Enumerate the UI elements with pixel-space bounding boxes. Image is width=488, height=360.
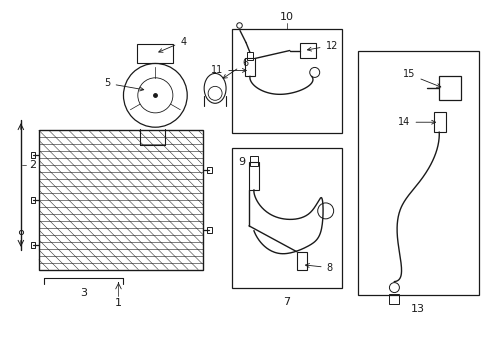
- Bar: [31, 152, 35, 158]
- Bar: [388, 293, 399, 303]
- Bar: [433, 112, 446, 132]
- Text: 8: 8: [305, 263, 332, 273]
- Bar: [31, 242, 35, 248]
- Bar: [232, 28, 341, 133]
- Text: 15: 15: [402, 69, 440, 87]
- Text: 12: 12: [307, 41, 337, 51]
- Bar: [207, 227, 212, 233]
- Text: 10: 10: [279, 12, 293, 22]
- Text: 1: 1: [115, 297, 122, 307]
- Text: 4: 4: [159, 36, 186, 52]
- Bar: [248, 162, 259, 190]
- Text: 6: 6: [223, 58, 247, 78]
- Bar: [39, 130, 203, 270]
- Text: 5: 5: [104, 78, 143, 91]
- Bar: [296, 252, 306, 270]
- Text: 9: 9: [238, 157, 245, 167]
- Bar: [207, 167, 212, 173]
- Bar: [244, 58, 254, 76]
- Bar: [232, 148, 341, 288]
- Text: 13: 13: [410, 303, 425, 314]
- Text: 14: 14: [397, 117, 435, 127]
- Text: 3: 3: [80, 288, 87, 298]
- Text: 7: 7: [283, 297, 290, 306]
- Bar: [31, 197, 35, 203]
- Text: 2: 2: [29, 160, 36, 170]
- Bar: [357, 50, 478, 294]
- Bar: [299, 42, 315, 58]
- Bar: [246, 53, 252, 60]
- Bar: [249, 156, 258, 166]
- Text: 11: 11: [210, 66, 246, 76]
- Bar: [438, 76, 460, 100]
- Bar: [137, 44, 173, 63]
